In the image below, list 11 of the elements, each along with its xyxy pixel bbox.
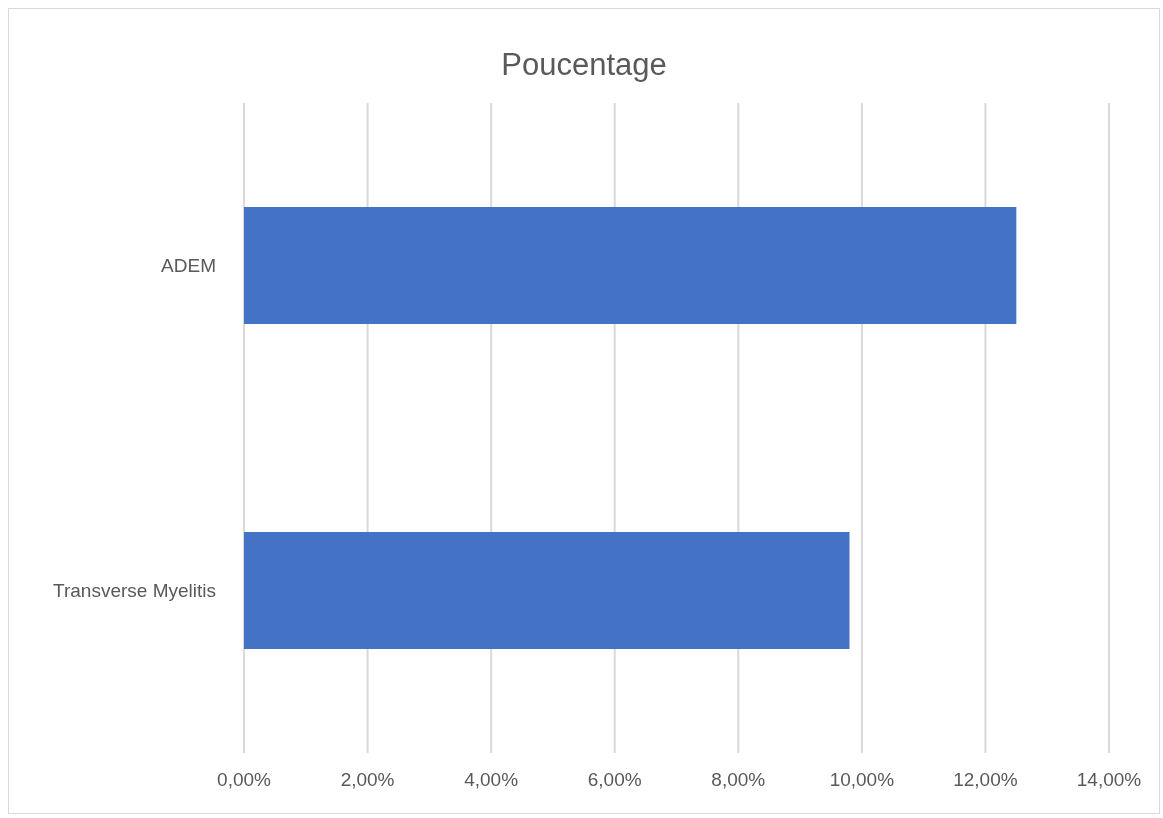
y-tick-label: ADEM [161,255,216,277]
x-tick-label: 14,00% [1076,769,1142,791]
x-tick-label: 8,00% [711,769,766,791]
x-tick-label: 6,00% [587,769,642,791]
x-tick-label: 2,00% [340,769,395,791]
x-tick-label: 0,00% [217,769,272,791]
y-tick-label: Transverse Myelitis [53,580,216,602]
x-tick-label: 10,00% [829,769,895,791]
x-tick-label: 4,00% [464,769,519,791]
chart-title: Poucentage [500,46,668,83]
x-tick-label: 12,00% [953,769,1018,791]
